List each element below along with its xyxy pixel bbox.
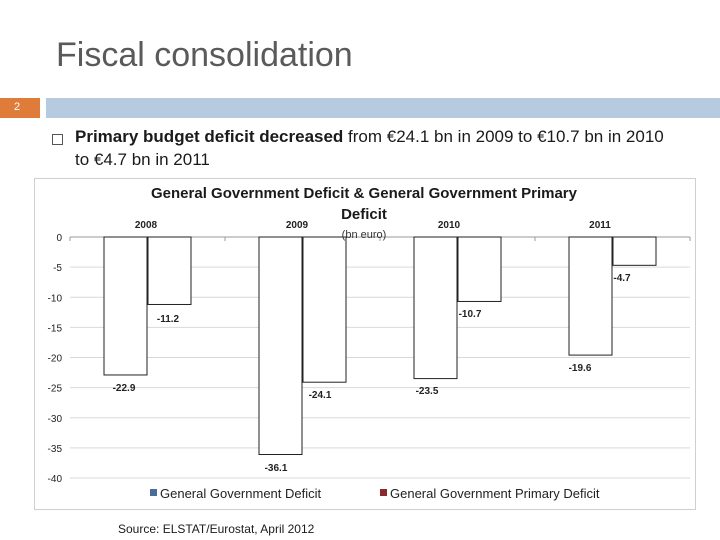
category-label: 2010: [438, 220, 461, 231]
bullet-rest-text: from €24.1 bn in 2009 to €10.7 bn in 201…: [75, 127, 664, 169]
category-label: 2008: [135, 220, 158, 231]
y-tick-label: -15: [48, 323, 63, 334]
y-tick-label: -40: [48, 474, 63, 485]
slide-number-band: [0, 98, 40, 118]
category-label: 2009: [286, 220, 309, 231]
y-tick-label: -5: [53, 263, 62, 274]
source-note: Source: ELSTAT/Eurostat, April 2012: [118, 522, 315, 536]
slide-number: 2: [14, 101, 21, 113]
legend-swatch: [380, 489, 387, 496]
y-tick-label: -20: [48, 354, 63, 365]
header-rule: [46, 98, 720, 118]
bullet-bold-text: Primary budget deficit decreased: [75, 127, 344, 146]
data-label: -11.2: [157, 314, 180, 325]
bar-primary-deficit: [612, 236, 657, 266]
y-tick-label: -30: [48, 414, 63, 425]
bullet-text: Primary budget deficit decreased from €2…: [75, 125, 675, 171]
data-label: -19.6: [569, 363, 592, 374]
chart-subtitle: (bn euro): [342, 229, 387, 241]
bar-primary-deficit: [147, 236, 192, 305]
chart-title-line1: General Government Deficit & General Gov…: [151, 185, 578, 202]
y-tick-label: -10: [48, 293, 63, 304]
y-tick-label: -25: [48, 384, 63, 395]
category-label: 2011: [589, 220, 611, 231]
y-tick-label: -35: [48, 444, 63, 455]
data-label: -22.9: [113, 383, 136, 394]
slide-title: Fiscal consolidation: [56, 36, 353, 74]
data-label: -24.1: [309, 390, 332, 401]
bar-deficit: [258, 236, 303, 456]
data-label: -36.1: [265, 463, 288, 474]
legend-swatch: [150, 489, 157, 496]
data-label: -4.7: [613, 273, 631, 284]
bar-deficit: [103, 236, 148, 376]
data-label: -10.7: [459, 309, 482, 320]
data-label: -23.5: [416, 386, 439, 397]
y-tick-label: 0: [56, 233, 62, 244]
bar-deficit: [568, 236, 613, 356]
bar-primary-deficit: [302, 236, 347, 383]
legend-label: General Government Deficit: [160, 486, 322, 501]
bar-deficit: [413, 236, 458, 380]
bullet-square-icon: [52, 134, 63, 145]
bar-primary-deficit: [457, 236, 502, 302]
legend-label: General Government Primary Deficit: [390, 486, 600, 501]
chart-title-line2: Deficit: [341, 206, 387, 223]
